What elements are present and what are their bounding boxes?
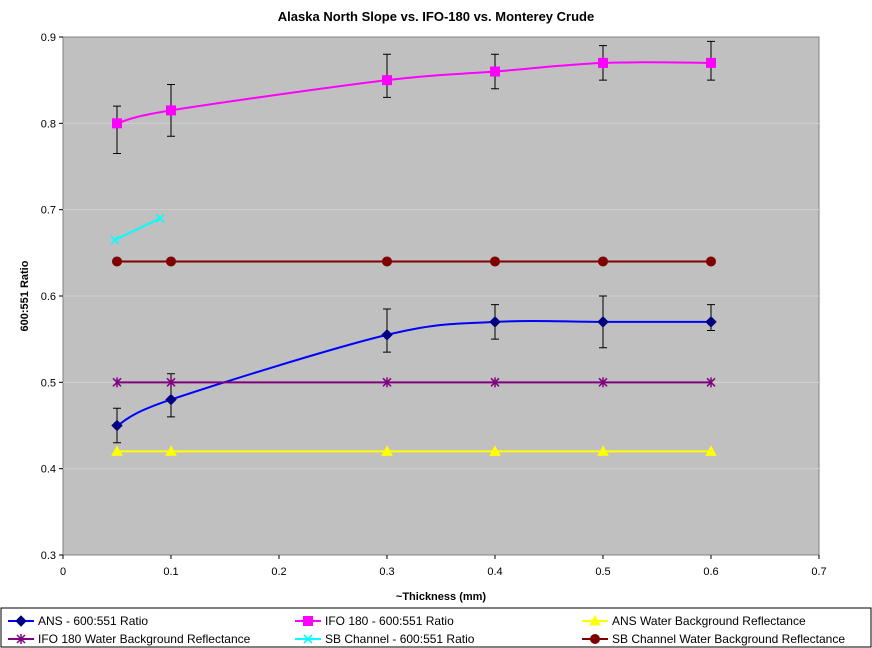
chart-title: Alaska North Slope vs. IFO-180 vs. Monte… <box>278 9 594 24</box>
data-point <box>598 256 608 267</box>
y-tick-label: 0.5 <box>41 377 56 389</box>
data-point <box>597 316 609 328</box>
y-tick-label: 0.6 <box>41 291 56 303</box>
data-point <box>598 377 608 388</box>
data-point <box>165 445 177 456</box>
legend-entry: SB Channel Water Background Reflectance <box>582 632 845 646</box>
data-point <box>111 445 123 456</box>
legend-label: ANS - 600:551 Ratio <box>38 614 148 628</box>
legend-label: IFO 180 Water Background Reflectance <box>38 632 251 646</box>
x-tick-label: 0.6 <box>703 566 718 578</box>
x-axis-ticks: 0 0.1 0.2 0.3 0.4 0.5 0.6 0.7 <box>60 555 827 578</box>
series-0 <box>111 295 717 444</box>
legend-entry: IFO 180 - 600:551 Ratio <box>295 614 454 628</box>
data-point <box>166 256 176 267</box>
data-point <box>111 419 123 432</box>
legend-entry: ANS - 600:551 Ratio <box>8 614 148 628</box>
series-3 <box>112 377 716 388</box>
data-point <box>112 256 122 267</box>
y-axis-label: 600:551 Ratio <box>19 260 31 331</box>
legend-entry: ANS Water Background Reflectance <box>582 614 806 628</box>
data-point <box>706 57 716 68</box>
x-tick-label: 0.2 <box>271 566 286 578</box>
data-point <box>489 316 501 328</box>
data-point <box>490 66 500 77</box>
data-point <box>705 445 717 456</box>
legend-entry: SB Channel - 600:551 Ratio <box>295 632 475 646</box>
y-tick-label: 0.3 <box>41 550 56 562</box>
data-point <box>382 256 392 267</box>
data-point <box>706 377 716 388</box>
data-point <box>165 393 177 406</box>
x-tick-label: 0.4 <box>487 566 502 578</box>
data-point <box>490 377 500 388</box>
x-tick-label: 0.3 <box>379 566 394 578</box>
data-point <box>382 75 392 86</box>
series-5 <box>112 256 716 267</box>
legend-swatch-marker <box>15 615 27 627</box>
legend-label: ANS Water Background Reflectance <box>612 614 806 628</box>
data-point <box>381 329 393 341</box>
data-point <box>490 256 500 267</box>
data-point <box>489 445 501 456</box>
y-tick-label: 0.7 <box>41 205 56 217</box>
data-point <box>166 377 176 388</box>
x-tick-label: 0.5 <box>595 566 610 578</box>
x-tick-label: 0 <box>60 566 66 578</box>
data-point <box>598 57 608 68</box>
data-point <box>110 235 120 245</box>
legend-swatch-marker <box>589 614 601 626</box>
series-4 <box>110 213 165 245</box>
series-1 <box>112 40 716 155</box>
data-point <box>381 445 393 456</box>
data-point <box>112 118 122 129</box>
legend-swatch-marker <box>303 634 313 644</box>
data-point <box>705 316 717 328</box>
legend-label: SB Channel - 600:551 Ratio <box>325 632 475 646</box>
legend-entry: IFO 180 Water Background Reflectance <box>8 632 251 646</box>
y-tick-label: 0.8 <box>41 118 56 130</box>
y-axis-ticks: 0.3 0.4 0.5 0.6 0.7 0.8 0.9 <box>41 32 63 562</box>
series-2 <box>111 445 717 456</box>
legend-swatch-marker <box>303 616 313 626</box>
legend-label: SB Channel Water Background Reflectance <box>612 632 845 646</box>
data-point <box>155 213 165 223</box>
series-layer <box>110 40 717 456</box>
legend-box <box>0 607 872 648</box>
y-tick-label: 0.4 <box>41 464 56 476</box>
data-point <box>706 256 716 267</box>
data-point <box>382 377 392 388</box>
legend: ANS - 600:551 Ratio IFO 180 - 600:551 Rat… <box>8 614 845 646</box>
data-point <box>597 445 609 456</box>
x-tick-label: 0.1 <box>163 566 178 578</box>
series-line <box>114 217 161 241</box>
legend-label: IFO 180 - 600:551 Ratio <box>325 614 454 628</box>
y-tick-label: 0.9 <box>41 32 56 44</box>
error-bar <box>113 105 121 155</box>
x-tick-label: 0.7 <box>811 566 826 578</box>
x-axis-label: ~Thickness (mm) <box>396 591 487 603</box>
legend-swatch-marker <box>590 634 600 644</box>
data-point <box>166 105 176 116</box>
data-point <box>112 377 122 388</box>
legend-swatch-marker <box>16 634 26 644</box>
